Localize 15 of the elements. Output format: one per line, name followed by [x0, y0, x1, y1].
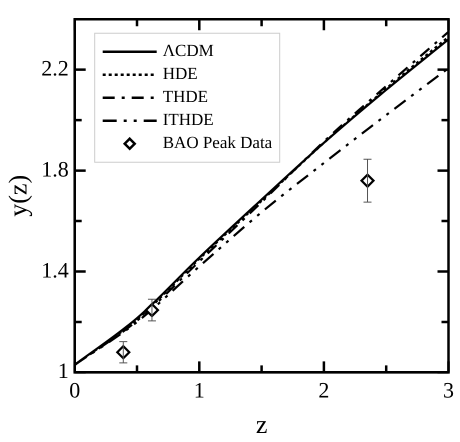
legend-label: THDE	[162, 87, 208, 106]
y-tick-label: 1.8	[41, 156, 69, 182]
x-tick-label: 0	[69, 377, 80, 402]
y-tick-label: 2.2	[41, 55, 69, 80]
x-axis-title: z	[256, 410, 268, 440]
y-tick-label: 1.4	[41, 257, 69, 282]
legend-label: ITHDE	[162, 110, 214, 130]
y-tick-label: 1	[58, 358, 69, 384]
legend-label: HDE	[162, 64, 198, 84]
x-tick-label: 2	[318, 377, 330, 402]
legend-label: BAO Peak Data	[162, 133, 273, 152]
y-axis-title: y(z)	[3, 174, 32, 217]
legend-label: ΛCDM	[162, 41, 214, 60]
x-tick-label: 3	[443, 377, 454, 402]
x-tick-label: 1	[194, 377, 205, 402]
